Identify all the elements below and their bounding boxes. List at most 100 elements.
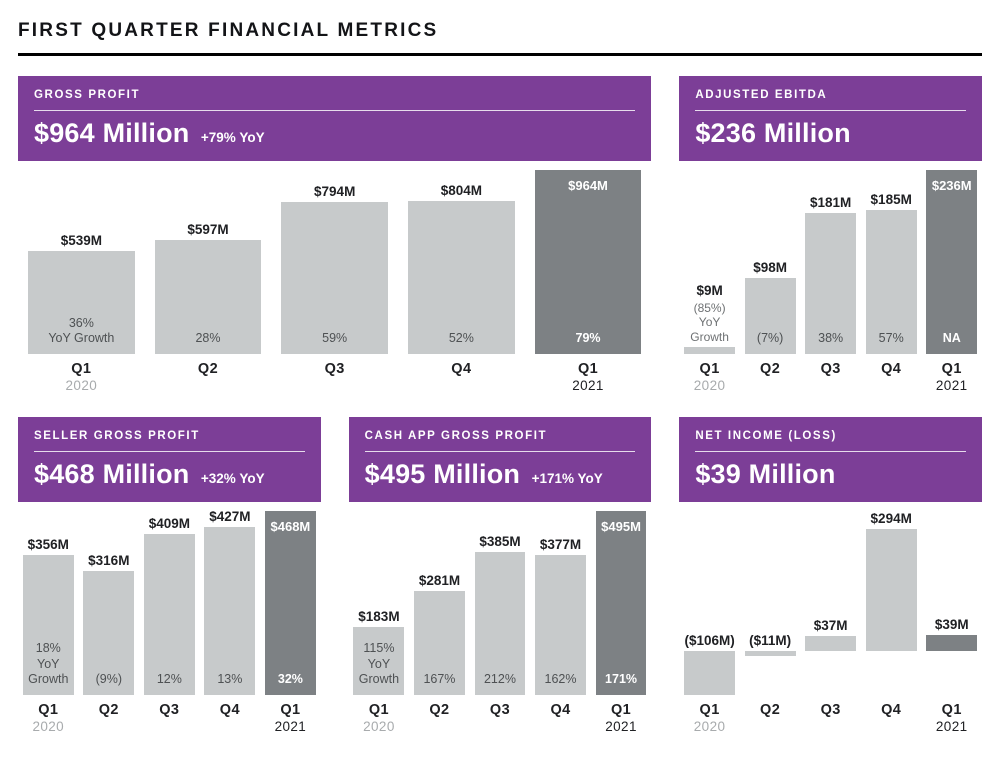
bar-q1-2020 bbox=[684, 651, 735, 695]
x-axis-label: Q1 2020 bbox=[679, 702, 740, 734]
bar-group: $37M bbox=[800, 507, 861, 695]
headline-yoy-growth: +32% YoY bbox=[200, 471, 265, 486]
bar-q3 bbox=[805, 212, 857, 354]
page-title: FIRST QUARTER FINANCIAL METRICS bbox=[18, 20, 439, 41]
panel-adjusted-ebitda: ADJUSTED EBITDA $236 Million $9M (85%) Yo… bbox=[679, 76, 982, 393]
seller-gross-profit-bar-chart: $356M 18% YoY Growth $316M (9%) $409M 12% $427… bbox=[18, 507, 321, 695]
panel-title-underline bbox=[364, 451, 636, 452]
x-label-quarter: Q2 bbox=[760, 361, 781, 377]
gross-profit-header: GROSS PROFIT $964 Million +79% YoY bbox=[18, 76, 652, 161]
bar-growth-label: 36% YoY Growth bbox=[48, 315, 115, 346]
bar-growth-label: 12% bbox=[156, 672, 182, 687]
adjusted-ebitda-x-axis: Q1 2020 Q2 Q3 Q4 Q1 2021 bbox=[679, 361, 982, 393]
bar-group: $294M bbox=[861, 507, 922, 695]
bar-group: $964M 79% bbox=[525, 166, 652, 354]
bar-value-label: $294M bbox=[870, 511, 912, 526]
x-axis-label: Q4 bbox=[398, 361, 525, 393]
bar-q4 bbox=[204, 527, 256, 695]
x-axis-label: Q1 2020 bbox=[679, 361, 740, 393]
bar-q2 bbox=[414, 590, 465, 695]
x-label-quarter: Q1 bbox=[368, 702, 389, 718]
x-label-quarter: Q4 bbox=[219, 702, 240, 718]
bar-q2 bbox=[154, 240, 262, 354]
bar-growth-label: 28% bbox=[195, 331, 221, 346]
x-label-year: 2021 bbox=[274, 719, 307, 734]
bar-label-block: $409M bbox=[134, 516, 204, 531]
x-axis-label: Q2 bbox=[740, 702, 801, 734]
panel-title: NET INCOME (LOSS) bbox=[695, 430, 837, 442]
bar-q1-2020 bbox=[28, 251, 135, 354]
x-label-quarter: Q1 bbox=[699, 361, 720, 377]
seller-gross-profit-header: SELLER GROSS PROFIT $468 Million +32% Yo… bbox=[18, 417, 321, 502]
x-axis-label: Q4 bbox=[861, 702, 922, 734]
bar-value-label: $37M bbox=[813, 617, 848, 633]
x-axis-label: Q2 bbox=[409, 702, 470, 734]
bar-value-label: $794M bbox=[314, 184, 356, 200]
bar-label-block: ($106M) bbox=[675, 633, 745, 648]
bar-group: $794M 59% bbox=[271, 166, 398, 354]
bar-q2 bbox=[83, 570, 135, 695]
bar-label-block: $181M bbox=[796, 195, 866, 210]
panel-title-underline bbox=[695, 110, 966, 111]
bar-group: $539M 36% YoY Growth bbox=[18, 166, 145, 354]
bar-growth-label: 57% bbox=[878, 331, 904, 346]
bar-q1-2021 bbox=[264, 511, 316, 695]
headline-row: $495 Million +171% YoY bbox=[365, 459, 636, 490]
headline-amount: $495 Million bbox=[364, 459, 521, 489]
x-axis-label: Q4 bbox=[200, 702, 261, 734]
bar-value-label: $468M bbox=[270, 519, 311, 534]
bar-growth-label: (85%) YoY Growth bbox=[690, 300, 729, 344]
bar-group: $356M 18% YoY Growth bbox=[18, 507, 79, 695]
bar-value-label: ($106M) bbox=[684, 633, 735, 649]
x-label-year: 2020 bbox=[693, 719, 726, 734]
panel-title-underline bbox=[695, 451, 966, 452]
bar-value-label: $356M bbox=[27, 537, 69, 553]
gross-profit-bar-chart: $539M 36% YoY Growth $597M 28% $794M 59% $804M… bbox=[18, 166, 651, 354]
bar-group: $181M 38% bbox=[800, 166, 861, 354]
bar-growth-label: 38% bbox=[818, 331, 844, 346]
bar-growth-label: 167% bbox=[423, 672, 456, 687]
bar-group: $185M 57% bbox=[861, 166, 922, 354]
bar-q1-2020 bbox=[684, 346, 735, 354]
headline-yoy-growth: +79% YoY bbox=[200, 130, 265, 145]
bar-label-block: $39M bbox=[917, 617, 987, 632]
bar-value-label: $183M bbox=[358, 608, 400, 624]
bar-value-label: $39M bbox=[934, 616, 969, 632]
bar-value-label: $181M bbox=[810, 194, 852, 210]
adjusted-ebitda-header: ADJUSTED EBITDA $236 Million bbox=[679, 76, 982, 161]
x-label-quarter: Q4 bbox=[550, 702, 571, 718]
bar-label-block: $281M bbox=[404, 573, 474, 588]
bar-group: $377M 162% bbox=[530, 507, 591, 695]
bar-value-label: $385M bbox=[479, 533, 521, 549]
bar-value-label: $281M bbox=[418, 572, 461, 588]
bar-group: ($106M) bbox=[679, 507, 740, 695]
adjusted-ebitda-bar-chart: $9M (85%) YoY Growth $98M (7%) $181M 38% $185M… bbox=[679, 166, 982, 354]
panel-net-income-loss: NET INCOME (LOSS) $39 Million ($106M) ($1… bbox=[679, 417, 982, 734]
net-income-loss-bar-chart: ($106M) ($11M) $37M $294M $39M bbox=[679, 507, 982, 695]
bar-q1-2021 bbox=[595, 511, 647, 695]
x-axis-label: Q1 2020 bbox=[18, 361, 145, 393]
bar-group: $183M 115% YoY Growth bbox=[349, 507, 410, 695]
x-axis-label: Q1 2020 bbox=[18, 702, 79, 734]
x-label-year: 2021 bbox=[572, 378, 604, 393]
x-axis-label: Q3 bbox=[139, 702, 200, 734]
bar-group: $597M 28% bbox=[145, 166, 272, 354]
bar-value-label: $427M bbox=[209, 509, 251, 525]
bar-q2 bbox=[744, 277, 796, 354]
x-label-quarter: Q4 bbox=[881, 361, 902, 377]
bar-group: ($11M) bbox=[740, 507, 801, 695]
x-label-quarter: Q3 bbox=[489, 702, 511, 718]
bar-growth-label: (9%) bbox=[95, 672, 122, 687]
bar-group: $495M 171% bbox=[591, 507, 652, 695]
bar-label-block: ($11M) bbox=[735, 633, 805, 648]
bar-value-label: $377M bbox=[539, 536, 582, 552]
x-label-year: 2021 bbox=[935, 378, 968, 393]
cash-app-gross-profit-bar-chart: $183M 115% YoY Growth $281M 167% $385M 212% $3… bbox=[349, 507, 652, 695]
bar-label-block: $9M (85%) YoY Growth bbox=[675, 283, 745, 344]
x-axis-label: Q1 2021 bbox=[921, 702, 982, 734]
bar-label-block: $183M bbox=[344, 609, 414, 624]
x-axis-label: Q2 bbox=[740, 361, 801, 393]
bar-q2 bbox=[744, 651, 796, 656]
x-label-year: 2021 bbox=[935, 719, 968, 734]
panel-gross-profit: GROSS PROFIT $964 Million +79% YoY $539M… bbox=[18, 76, 652, 393]
